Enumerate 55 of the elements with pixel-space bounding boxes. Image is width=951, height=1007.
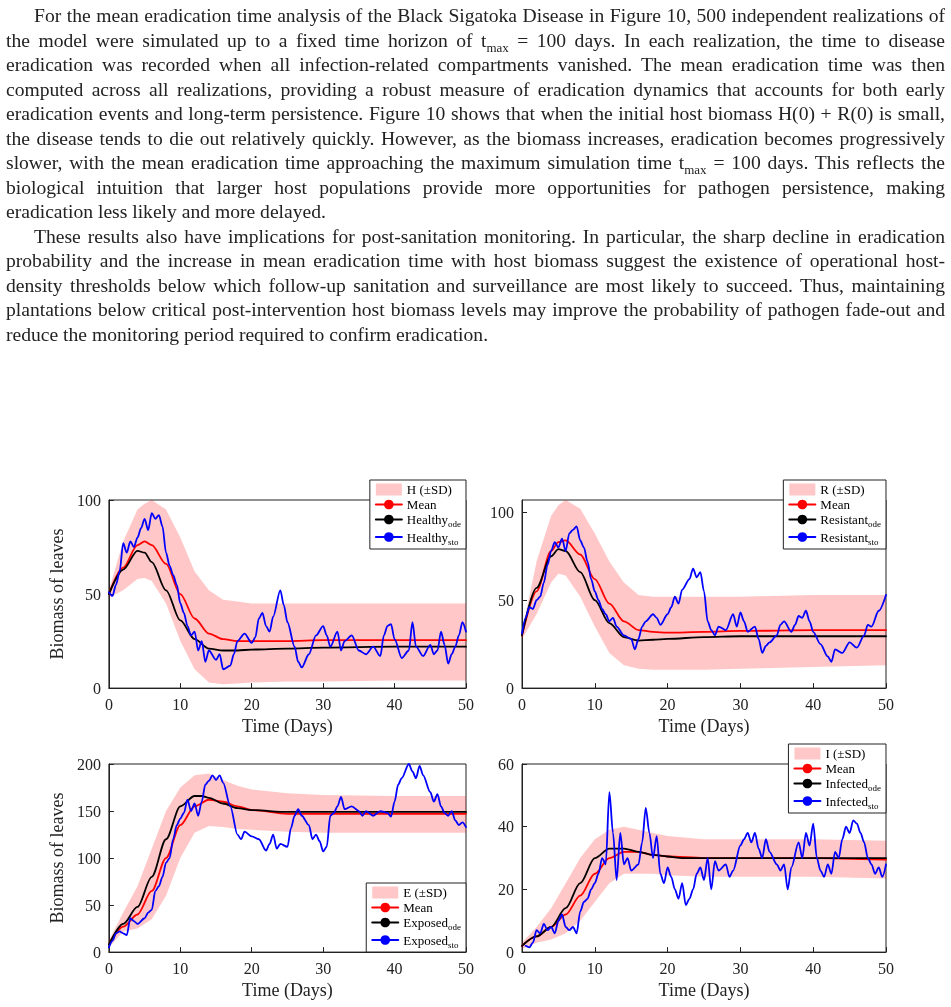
legend-label: Mean [825, 761, 856, 776]
y-tick-label: 0 [506, 943, 514, 961]
legend-label: Mean [820, 497, 851, 512]
legend-label: Mean [406, 497, 437, 512]
y-tick-label: 100 [76, 491, 101, 509]
x-tick-label: 50 [878, 959, 894, 977]
x-tick-label: 20 [659, 695, 676, 713]
x-tick-label: 10 [172, 695, 189, 713]
x-tick-label: 10 [586, 695, 603, 713]
x-tick-label: 20 [243, 695, 260, 713]
legend-label: Mean [403, 900, 434, 915]
y-tick-label: 200 [76, 755, 101, 773]
y-tick-label: 60 [498, 755, 514, 773]
x-tick-label: 0 [104, 959, 113, 977]
y-tick-label: 50 [84, 896, 101, 914]
x-tick-label: 0 [518, 959, 526, 977]
y-axis-title: Biomass of leaves [47, 528, 67, 660]
x-tick-label: 40 [386, 959, 403, 977]
x-tick-label: 30 [732, 695, 749, 713]
x-axis-title: Time (Days) [658, 980, 750, 1001]
y-tick-label: 150 [76, 802, 101, 820]
x-tick-label: 50 [878, 695, 894, 713]
x-axis-title: Time (Days) [242, 716, 333, 737]
legend-title: H (±SD) [406, 482, 452, 497]
legend-title: E (±SD) [403, 885, 447, 900]
y-tick-label: 100 [76, 849, 101, 867]
y-tick-label: 0 [92, 943, 101, 961]
y-tick-label: 40 [498, 818, 514, 836]
x-axis-title: Time (Days) [242, 980, 333, 1001]
x-axis-title: Time (Days) [658, 716, 750, 737]
y-tick-label: 50 [84, 585, 101, 603]
x-tick-label: 40 [805, 695, 822, 713]
x-tick-label: 10 [586, 959, 603, 977]
y-tick-label: 100 [490, 503, 514, 521]
text: For the mean eradication time analysis of the Black Sigatoka Disease in Figure 10, 500 independent realizations of the model were simulated up to a fixed time horizon of t$_{max}$ = 100 days. In each realization, the time to disease eradication was recorded when all infection-related compartments vanished. The mean eradication time was then computed across all realizations, providing a robust measure of eradication dynamics that accounts for both early eradication events and long-term persistence. Figure 10 shows that when the initial host biomass H(0) + R(0) is small, the disease tends to die out relatively quickly. However, as the biomass increases, eradication becomes progressively slower, with the mean eradication time approaching the maximum simulation time t$_{max}$ = 100 days. This reflects the biological intuition that larger host populations provide more opportunities for pathogen persistence, making eradication less likely and more delayed. [6, 5, 946, 222]
y-axis-title: Biomass of leaves [47, 792, 67, 924]
y-tick-label: 50 [498, 591, 514, 609]
y-tick-label: 0 [506, 679, 514, 697]
x-tick-label: 40 [386, 695, 403, 713]
x-tick-label: 20 [243, 959, 260, 977]
x-tick-label: 50 [458, 959, 474, 977]
x-tick-label: 20 [659, 959, 676, 977]
x-tick-label: 40 [805, 959, 822, 977]
x-tick-label: 30 [315, 959, 332, 977]
text: These results also have implications for post-sanitation monitoring. In particular, the sharp decline in eradication probability and the increase in mean eradication time with host biomass suggest the existence of operational host-density thresholds below which follow-up sanitation and surveillance are most likely to succeed. Thus, maintaining plantations below critical post-intervention host biomass levels may improve the probability of pathogen fade-out and reduce the monitoring period required to confirm eradication. [6, 224, 945, 347]
x-tick-label: 10 [172, 959, 189, 977]
legend-title: I (±SD) [825, 746, 866, 761]
x-tick-label: 0 [518, 695, 526, 713]
y-tick-label: 0 [92, 679, 101, 697]
x-tick-label: 0 [104, 695, 113, 713]
legend-title: R (±SD) [820, 482, 865, 497]
x-tick-label: 50 [458, 695, 474, 713]
y-tick-label: 20 [498, 880, 514, 898]
x-tick-label: 30 [315, 695, 332, 713]
x-tick-label: 30 [732, 959, 749, 977]
